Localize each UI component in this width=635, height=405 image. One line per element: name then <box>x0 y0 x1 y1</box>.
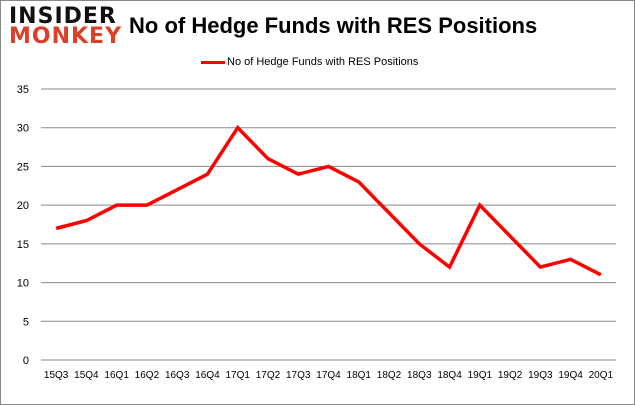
x-tick-label: 19Q4 <box>558 370 583 381</box>
x-tick-label: 19Q2 <box>498 370 523 381</box>
insider-monkey-logo: INSIDER MONKEY <box>9 4 123 49</box>
x-tick-label: 17Q4 <box>316 370 341 381</box>
x-tick-label: 15Q4 <box>74 370 99 381</box>
legend: No of Hedge Funds with RES Positions <box>201 56 418 68</box>
y-tick-label: 25 <box>17 161 29 173</box>
x-tick-label: 16Q3 <box>165 370 190 381</box>
legend-label: No of Hedge Funds with RES Positions <box>227 56 419 68</box>
x-tick-label: 18Q1 <box>347 370 372 381</box>
x-tick-label: 17Q3 <box>286 370 311 381</box>
x-tick-label: 16Q2 <box>135 370 160 381</box>
series-line <box>55 124 602 277</box>
x-tick-label: 16Q4 <box>195 370 220 381</box>
y-tick-label: 10 <box>17 278 29 290</box>
x-tick-label: 18Q2 <box>377 370 402 381</box>
y-tick-label: 35 <box>17 84 29 96</box>
x-tick-label: 18Q3 <box>407 370 432 381</box>
y-tick-label: 15 <box>17 239 29 251</box>
x-tick-label: 19Q3 <box>528 370 553 381</box>
x-tick-label: 16Q1 <box>104 370 129 381</box>
y-tick-label: 5 <box>23 316 29 328</box>
y-tick-label: 30 <box>17 123 29 135</box>
legend-swatch <box>201 60 225 64</box>
x-tick-label: 19Q1 <box>468 370 493 381</box>
x-tick-label: 15Q3 <box>44 370 69 381</box>
x-tick-label: 17Q1 <box>225 370 250 381</box>
x-tick-label: 18Q4 <box>437 370 462 381</box>
y-tick-label: 0 <box>23 355 29 367</box>
x-tick-label: 20Q1 <box>589 370 614 381</box>
x-tick-label: 17Q2 <box>256 370 281 381</box>
y-tick-label: 20 <box>17 200 29 212</box>
chart-title: No of Hedge Funds with RES Positions <box>129 13 538 38</box>
